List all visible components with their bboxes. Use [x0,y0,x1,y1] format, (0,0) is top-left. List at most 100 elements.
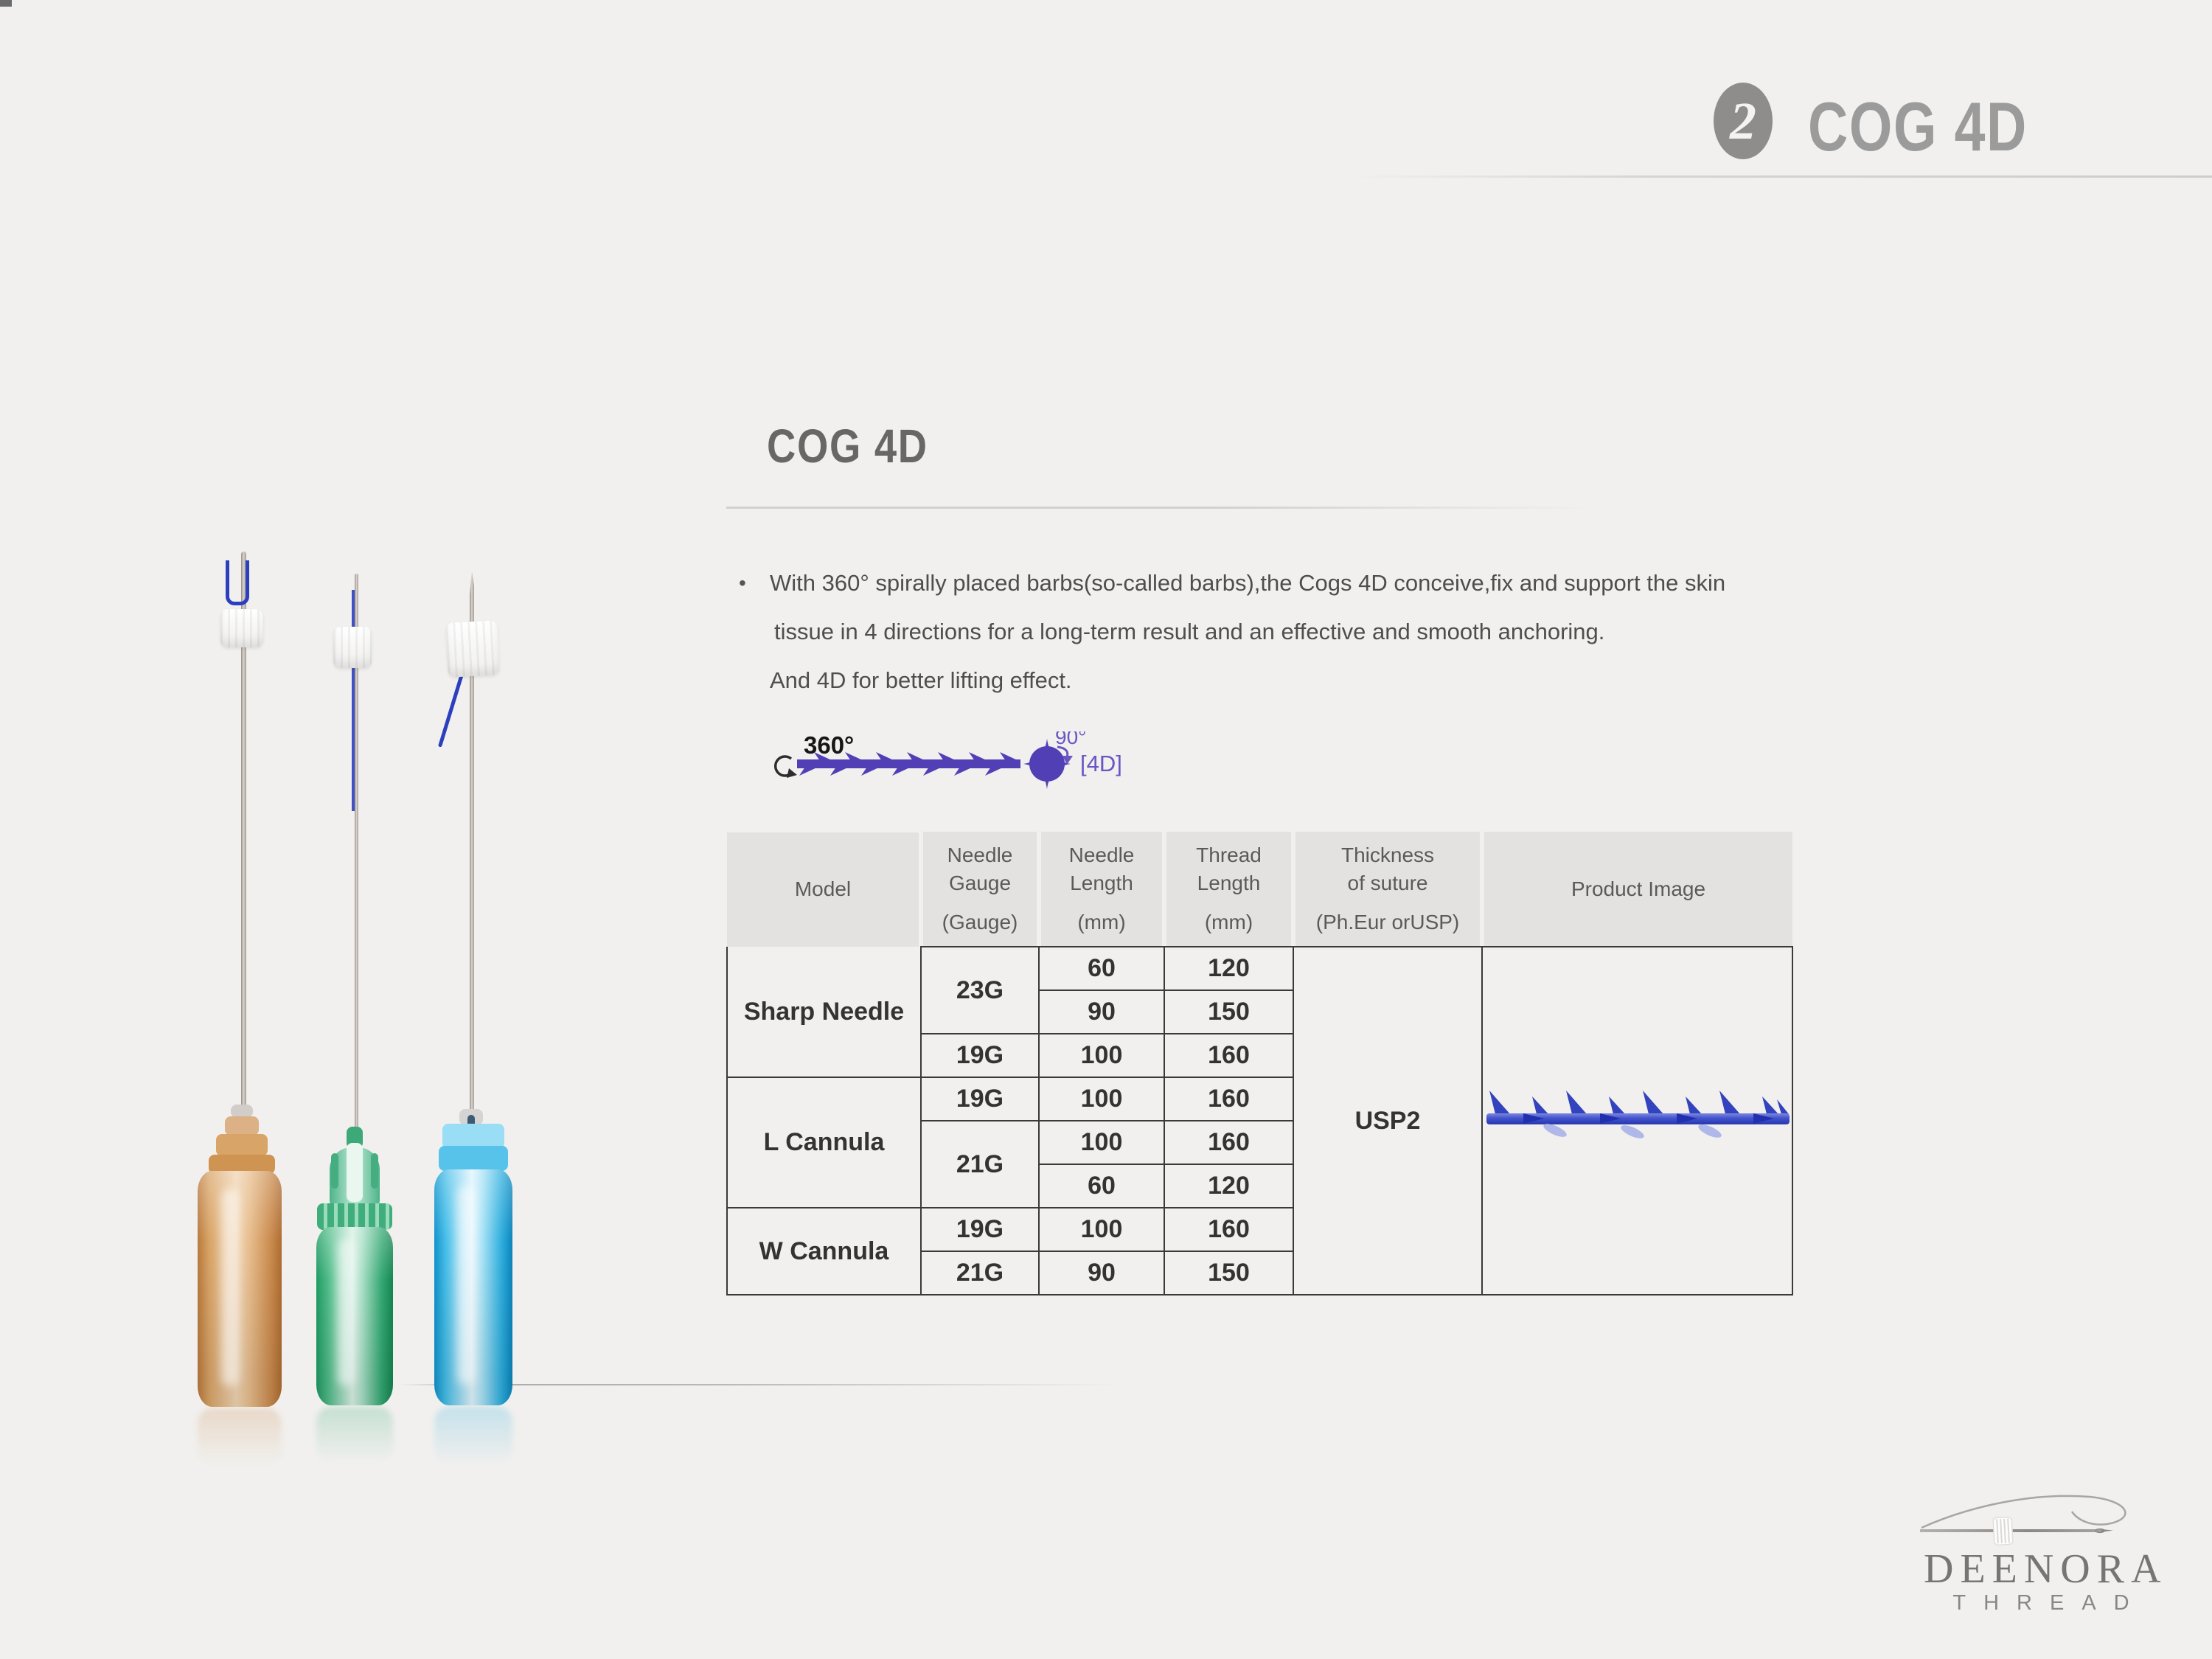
star-core [1029,746,1065,782]
thread-length-cell: 160 [1164,1120,1294,1165]
section-number-badge: 2 [1714,83,1773,159]
model-cell: L Cannula [726,1077,922,1208]
thread-loop-1 [226,560,249,605]
needle-length-cell: 90 [1038,1251,1165,1295]
thread-2 [352,590,355,811]
table-row: Sharp Needle 23G 60 120 USP2 [726,946,1793,1295]
table-row: 21G 90 150 [727,1251,1792,1295]
cap-collar-1 [209,1155,275,1174]
needle-length-cell: 100 [1038,1077,1165,1121]
description-block: • With 360° spirally placed barbs(so-cal… [739,559,1801,705]
cap-prong-2a [331,1153,338,1189]
thread-length-cell: 150 [1164,1251,1294,1295]
bullet-line-1: • With 360° spirally placed barbs(so-cal… [739,559,1801,608]
table-row: W Cannula 19G 100 160 [726,1207,1792,1295]
angle-label: 90° [1055,731,1086,748]
floor-line [398,1384,1121,1385]
header-model: Model [727,832,919,947]
needle-length-cell: 100 [1038,1120,1165,1165]
cap-tube-2 [347,1143,363,1202]
bullet-line-3: And 4D for better lifting effect. [739,656,1801,705]
bullet-text-1: With 360° spirally placed barbs(so-calle… [770,570,1726,596]
logo-needle-icon [1920,1495,2126,1546]
table-row: 19G 100 160 [727,1033,1792,1078]
section-number: 2 [1730,91,1756,150]
handle-blue-reflection [434,1407,512,1466]
rotation-arrow-icon [773,755,793,777]
cap-tier-3a [442,1124,504,1149]
angle-arrowhead [1062,756,1073,765]
header-product-image: Product Image [1484,832,1792,946]
handle-orange [198,1171,282,1407]
foam-stopper-1 [220,609,263,647]
cap-tier-1b [216,1134,268,1156]
page-title: COG 4D [767,420,928,473]
product-thread-image [1486,1090,1790,1138]
table-row: L Cannula 19G 100 160 [726,1077,1792,1208]
cap-tier-3b [439,1146,508,1171]
cap-plug-1 [231,1105,253,1118]
needle-length-cell: 60 [1038,946,1165,991]
cap-prong-2b [371,1153,378,1189]
handle-green-reflection [316,1407,393,1463]
needle-length-cell: 60 [1038,1164,1165,1208]
bullet-marker: • [739,571,746,594]
cap-ribbed-collar-2 [317,1203,392,1230]
handle-orange-reflection [198,1408,282,1466]
handle-orange-shine [221,1189,239,1386]
handle-green-tone [316,1227,393,1405]
needle-3 [470,571,474,1132]
handle-green-shine [338,1239,354,1386]
header-thread-length: Thread Length (mm) [1166,832,1291,946]
header-divider [1349,175,2212,178]
rotation-label: 360° [804,731,854,759]
gauge-cell: 19G [920,1033,1040,1078]
cap-tier-1a [225,1116,259,1135]
needle-length-cell: 90 [1038,990,1165,1034]
gauge-cell: 19G [920,1207,1040,1252]
handle-orange-tone [198,1171,282,1407]
table-row: 90 150 [727,990,1792,1034]
header-needle-gauge: Needle Gauge (Gauge) [923,832,1037,946]
barbs-top [814,752,1019,761]
thread-length-cell: 150 [1164,990,1294,1034]
logo-brand-name: DEENORA [1924,1546,2168,1592]
needle-1 [241,552,246,1143]
thread-length-cell: 160 [1164,1207,1294,1252]
thread-length-cell: 160 [1164,1077,1294,1121]
barbed-thread-bar [797,759,1020,768]
table-header-row: Model Needle Gauge (Gauge) Needle Length… [727,832,1792,947]
model-cell: W Cannula [726,1207,922,1295]
cog-direction-diagram: 360° 90° [4D] [773,731,1122,789]
gauge-cell: 23G [920,946,1040,1034]
gauge-cell: 19G [920,1077,1040,1121]
header-thickness: Thickness of suture (Ph.Eur orUSP) [1295,832,1480,946]
table-row: 21G 100 160 [727,1120,1792,1208]
logo-sub-brand: THREAD [1952,1591,2147,1615]
handle-green [316,1227,393,1405]
table-row: 60 120 [727,1164,1792,1208]
thread-length-cell: 160 [1164,1033,1294,1078]
title-divider [726,507,1596,509]
foam-stopper-3 [445,620,500,678]
corner-artifact [0,0,12,7]
thread-length-cell: 120 [1164,946,1294,991]
section-title: COG 4D [1808,88,2028,165]
spec-table: Model Needle Gauge (Gauge) Needle Length… [726,832,1793,1295]
thread-length-cell: 120 [1164,1164,1294,1208]
needle-2 [355,574,358,1155]
bullet-text-2: tissue in 4 directions for a long-term r… [774,619,1605,644]
model-cell: Sharp Needle [726,947,922,1078]
gauge-cell: 21G [920,1120,1040,1208]
barbs-bottom [799,767,1004,776]
handle-blue-shine [457,1186,475,1385]
bullet-line-2: tissue in 4 directions for a long-term r… [739,608,1801,656]
header-needle-length: Needle Length (mm) [1041,832,1162,946]
gauge-cell: 21G [920,1251,1040,1295]
rotation-arrowhead [787,768,797,778]
needle-length-cell: 100 [1038,1033,1165,1078]
needle-length-cell: 100 [1038,1207,1165,1252]
bullet-text-3: And 4D for better lifting effect. [770,667,1072,693]
product-image-cell [1481,946,1793,1295]
